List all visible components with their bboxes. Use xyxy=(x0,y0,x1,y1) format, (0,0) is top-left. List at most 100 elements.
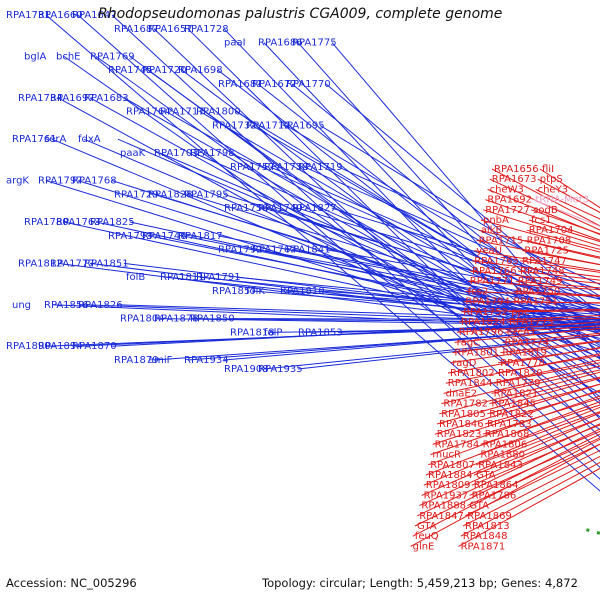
reverse-gene-label: RPA1725 xyxy=(524,246,569,257)
forward-gene-label: RPA1777 xyxy=(50,258,95,269)
reverse-gene-label: RPA1809 xyxy=(426,480,471,491)
forward-gene-leader xyxy=(235,111,600,331)
reverse-gene-label: RPA1819 xyxy=(502,348,547,359)
reverse-gene-label: RPA1807 xyxy=(430,460,475,471)
forward-gene-label: RPA1826 xyxy=(78,300,123,311)
reverse-gene-label: RPA1848 xyxy=(463,531,508,542)
forward-gene-label: bchE xyxy=(56,51,81,62)
reverse-gene-label: RPA1704 xyxy=(529,225,574,236)
forward-gene-leader xyxy=(319,124,600,297)
forward-gene-leader xyxy=(235,276,600,314)
forward-gene-leader xyxy=(251,290,600,320)
reverse-gene-label: RPA1884 xyxy=(428,470,473,481)
forward-gene-label: RPA1657 xyxy=(148,24,193,35)
forward-gene-leader xyxy=(147,69,600,398)
forward-gene-label: RPA1695 xyxy=(280,120,325,131)
forward-gene-label: RPA1767 xyxy=(252,245,297,256)
reverse-gene-leader xyxy=(478,229,600,259)
forward-gene-label: RPA1856 xyxy=(44,300,89,311)
forward-gene-label: RPA1791 xyxy=(196,272,241,283)
forward-gene-label: RPA1793 xyxy=(108,231,153,242)
forward-gene-leader xyxy=(129,55,600,405)
forward-gene-label: RPA1935 xyxy=(258,364,303,375)
reverse-gene-label: RPA1715 xyxy=(479,235,524,246)
reverse-gene-label: cheY3 xyxy=(538,184,568,195)
reverse-gene-label: RPA1820 xyxy=(498,368,543,379)
forward-gene-leader xyxy=(263,42,600,402)
reverse-gene-leader xyxy=(489,178,600,231)
forward-gene-label: RPA1647 xyxy=(72,10,117,21)
forward-gene-leader xyxy=(153,193,600,331)
reverse-gene-label: RPA1749 xyxy=(518,276,563,287)
forward-gene-leader xyxy=(257,249,600,314)
forward-gene-label: RPA1827 xyxy=(292,203,337,214)
forward-gene-leader xyxy=(285,290,600,316)
map-title: Rhodopseudomonas palustris CGA009, compl… xyxy=(98,6,503,22)
reverse-gene-label: RPA1778 xyxy=(500,358,545,369)
forward-gene-label: RPA1908 xyxy=(224,364,269,375)
reverse-gene-label: ragD xyxy=(452,358,477,369)
forward-gene-label: RPA1828 xyxy=(148,189,193,200)
reverse-gene-label: RPA1847 xyxy=(419,511,464,522)
forward-gene-label: RPA1768 xyxy=(72,176,117,187)
reverse-gene-label: cheW3 xyxy=(490,184,524,195)
reverse-gene-label: glnE xyxy=(413,541,435,552)
forward-gene-label: RPA1672 xyxy=(252,79,297,90)
forward-gene-label: paaK xyxy=(120,148,146,159)
forward-gene-leader xyxy=(217,69,600,367)
forward-gene-label: argK xyxy=(6,176,29,187)
reverse-gene-label: mucR xyxy=(432,450,461,461)
forward-gene-label: RPA1681 xyxy=(218,79,263,90)
forward-gene-label: RPA1719 xyxy=(298,162,343,173)
forward-gene-leader xyxy=(297,207,600,301)
forward-gene-label: RPA1697 xyxy=(50,93,95,104)
forward-gene-leader xyxy=(111,180,600,335)
reverse-gene-label: RPA1656 xyxy=(494,164,539,175)
forward-gene-leader xyxy=(251,124,600,329)
forward-gene-label: RPA1798 xyxy=(190,148,235,159)
reverse-gene-leader xyxy=(480,219,600,253)
reverse-gene-label: RPA1868 xyxy=(485,429,530,440)
forward-gene-label: RPA1810 xyxy=(280,286,325,297)
reverse-gene-label: RPA1784 xyxy=(435,439,480,450)
reverse-gene-label: RPA1869 xyxy=(467,511,512,522)
reverse-gene-label: fcs1 xyxy=(531,215,552,226)
forward-gene-label: RPA1800 xyxy=(196,107,241,118)
forward-gene-label: RPA1775 xyxy=(292,38,337,49)
forward-gene-label: RPA1756 xyxy=(224,203,269,214)
forward-gene-label: RPA1757 xyxy=(230,162,275,173)
reverse-gene-label: RPA1871 xyxy=(461,541,506,552)
reverse-gene-leader xyxy=(474,250,600,272)
reverse-gene-label: RPA1796 xyxy=(459,327,504,338)
forward-gene-leader xyxy=(325,83,600,315)
reverse-gene-label: RPA1794 xyxy=(465,297,510,308)
forward-gene-leader xyxy=(217,235,600,312)
forward-gene-label: RPA1792 xyxy=(218,245,263,256)
forward-gene-label: serA xyxy=(44,134,66,145)
forward-gene-leader xyxy=(159,318,600,326)
reverse-gene-label: yeaU xyxy=(476,246,502,257)
reverse-gene-label: RPA1748 xyxy=(520,266,565,277)
forward-gene-leader xyxy=(51,304,600,329)
reverse-gene-label: RPA1766 xyxy=(472,266,517,277)
forward-gene-leader xyxy=(181,69,600,383)
forward-gene-label: RPA1795 xyxy=(184,189,229,200)
reverse-gene-label: fliI xyxy=(542,164,554,175)
reverse-gene-label: RPA1765 xyxy=(474,256,519,267)
forward-gene-label: RPA1728 xyxy=(184,24,229,35)
reverse-gene-label: tRNA-Met3 xyxy=(535,195,589,206)
forward-gene-label: RPA1763 xyxy=(56,217,101,228)
forward-gene-leader xyxy=(325,249,600,300)
forward-gene-label: RPA1857 xyxy=(212,286,257,297)
reverse-gene-label: GTA xyxy=(469,501,489,512)
forward-gene-leader xyxy=(45,180,600,353)
reverse-gene-label: ragC xyxy=(457,337,481,348)
forward-gene-leader xyxy=(193,318,600,324)
forward-gene-label: RPA1797 xyxy=(38,176,83,187)
forward-gene-leader xyxy=(269,166,600,311)
forward-gene-label: RPA1769 xyxy=(90,51,135,62)
forward-gene-leader xyxy=(153,328,600,361)
forward-gene-leader xyxy=(117,138,600,348)
